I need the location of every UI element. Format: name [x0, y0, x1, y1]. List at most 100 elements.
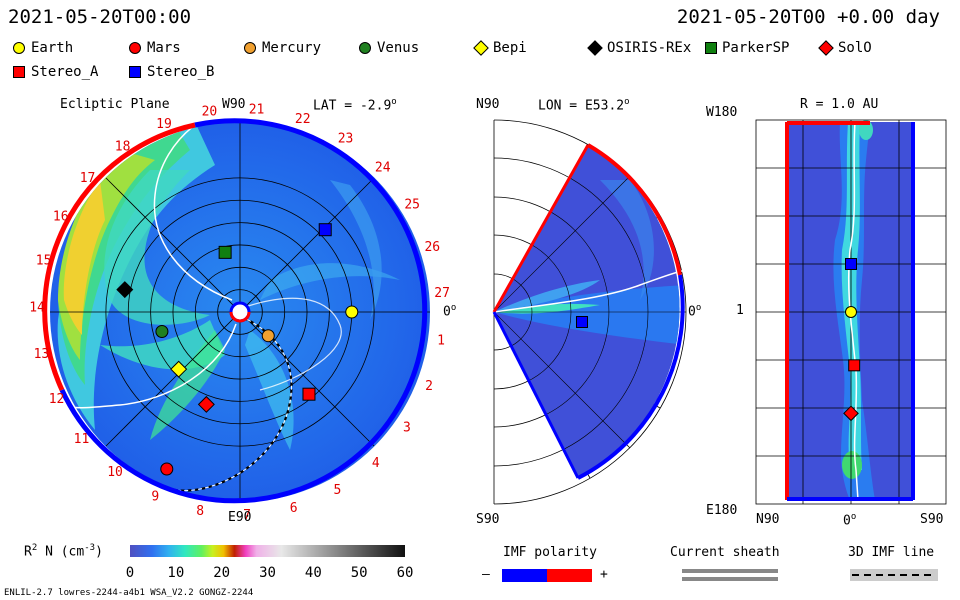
carrington-tick-18: 18	[115, 139, 131, 154]
rmap-xtick-1: 0o	[843, 512, 857, 529]
meridional-lon-label: LON = E53.2o	[538, 97, 630, 114]
ecliptic-osiris-rex-marker	[116, 281, 134, 299]
carrington-tick-2: 2	[425, 379, 433, 394]
carrington-tick-10: 10	[107, 465, 123, 480]
legend-osiris-rex: OSIRIS-REx	[607, 40, 692, 56]
ecliptic-lat-label: LAT = -2.9o	[313, 97, 397, 114]
legend-mercury-marker	[244, 42, 256, 54]
field-line-3	[247, 297, 342, 391]
rmap-xtick-2: S90	[920, 512, 944, 527]
ecliptic-parkersp-marker	[218, 245, 232, 259]
rmap-top-label: W180	[706, 105, 738, 120]
legend-mars: Mars	[147, 40, 181, 56]
legend-mercury: Mercury	[262, 40, 322, 56]
ecliptic-right-label: 0o	[443, 303, 457, 320]
meridional-stereo-b-marker	[576, 316, 588, 328]
colorbar-tick-50: 50	[351, 565, 368, 581]
carrington-tick-12: 12	[49, 392, 65, 407]
meridional-top-label: N90	[476, 97, 500, 112]
ecliptic-solo-marker	[197, 395, 215, 413]
meridional-bodies	[576, 316, 588, 328]
carrington-tick-22: 22	[295, 112, 311, 127]
polarity-rim-negative	[42, 122, 196, 392]
carrington-tick-11: 11	[74, 432, 90, 447]
carrington-tick-4: 4	[372, 456, 380, 471]
rmap-stereo-b-marker	[845, 258, 857, 270]
carrington-tick-17: 17	[80, 171, 96, 186]
carrington-tick-16: 16	[53, 210, 69, 225]
legend-stereo-a: Stereo_A	[31, 64, 99, 80]
rmap-bodies	[843, 258, 861, 422]
legend-stereo-b-marker	[129, 66, 141, 78]
ecliptic-stereo-b-marker	[318, 223, 332, 237]
imf-polarity-title: IMF polarity	[503, 545, 597, 560]
colorbar-tick-60: 60	[397, 565, 414, 581]
colorbar-tick-30: 30	[259, 565, 276, 581]
imf-line-title: 3D IMF line	[848, 545, 935, 560]
legend-earth-marker	[13, 42, 25, 54]
meridional-rim-positive	[577, 274, 685, 480]
rmap-xtick-0: N90	[756, 512, 780, 527]
ecliptic-earth-marker	[345, 305, 359, 319]
legend-earth: Earth	[31, 40, 74, 56]
ecliptic-mars-marker	[160, 462, 174, 476]
carrington-tick-5: 5	[333, 483, 341, 498]
legend-venus: Venus	[377, 40, 420, 56]
carrington-tick-14: 14	[29, 300, 45, 315]
legend-mars-marker	[129, 42, 141, 54]
ecliptic-title: Ecliptic Plane	[60, 97, 170, 112]
ecliptic-bepi-marker	[170, 360, 188, 378]
polarity-rim-positive	[59, 118, 428, 504]
meridional-bottom-label: S90	[476, 512, 500, 527]
footer-left: ENLIL-2.7 lowres-2244-a4b1 WSA_V2.2 GONG…	[4, 588, 254, 598]
meridional-rim-negative	[586, 143, 682, 276]
rmap-earth-marker	[845, 306, 857, 318]
sun-polarity-icon	[229, 311, 251, 323]
meridional-density	[494, 180, 680, 345]
carrington-tick-6: 6	[290, 501, 298, 516]
imf-polarity-positive-swatch	[547, 569, 592, 582]
legend-bepi: Bepi	[493, 40, 527, 56]
carrington-tick-27: 27	[434, 286, 450, 301]
carrington-tick-9: 9	[151, 489, 159, 504]
imf-polarity-negative-swatch	[502, 569, 547, 582]
rmap-bottom-label: E180	[706, 503, 738, 518]
ecliptic-density-structures	[57, 122, 400, 450]
carrington-tick-15: 15	[36, 254, 52, 269]
ecliptic-bodies	[116, 223, 359, 476]
legend-solo: SolO	[838, 40, 872, 56]
rmap-title: R = 1.0 AU	[800, 97, 879, 112]
carrington-tick-1: 1	[437, 333, 445, 348]
legend-markers	[13, 40, 834, 78]
header-left-time: 2021-05-20T00:00	[8, 6, 192, 28]
carrington-tick-21: 21	[249, 103, 265, 118]
meridional-panel	[492, 119, 687, 505]
carrington-tick-23: 23	[338, 132, 354, 147]
legend-bepi-marker	[473, 40, 489, 56]
current-sheath-line-2	[682, 577, 778, 581]
ecliptic-top-label: W90	[222, 97, 246, 112]
imf-line-3d-white	[174, 317, 292, 492]
carrington-tick-20: 20	[202, 104, 218, 119]
legend-parkersp: ParkerSP	[722, 40, 790, 56]
carrington-tick-24: 24	[375, 161, 391, 176]
legend-parkersp-marker	[705, 42, 717, 54]
ecliptic-mercury-marker	[261, 329, 275, 343]
meridional-edge-north	[492, 144, 590, 313]
colorbar	[130, 545, 405, 557]
carrington-tick-7: 7	[243, 508, 251, 523]
ecliptic-stereo-a-marker	[302, 387, 316, 401]
current-sheath-line-1	[682, 569, 778, 573]
colorbar-tick-40: 40	[305, 565, 322, 581]
legend-osiris-rex-marker	[587, 40, 603, 56]
ecliptic-venus-marker	[155, 324, 169, 338]
r-surface-panel	[755, 119, 947, 505]
legend-solo-marker	[818, 40, 834, 56]
rmap-mid-label: 1	[736, 303, 744, 318]
legend-venus-marker	[359, 42, 371, 54]
carrington-tick-19: 19	[156, 117, 172, 132]
carrington-tick-3: 3	[403, 420, 411, 435]
current-sheath-title: Current sheath	[670, 545, 780, 560]
